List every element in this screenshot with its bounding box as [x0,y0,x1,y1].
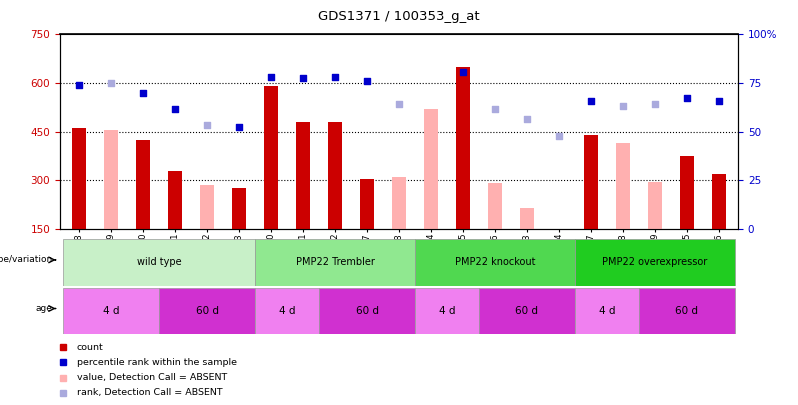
Bar [393,177,405,229]
Point [393,101,405,107]
Point [456,68,469,75]
Point [552,133,565,140]
Point [329,73,342,80]
Point [136,90,149,96]
Bar [520,208,534,229]
Text: PMP22 knockout: PMP22 knockout [455,257,535,267]
Text: genotype/variation: genotype/variation [0,256,53,264]
Bar [575,239,735,286]
Bar [105,130,118,229]
Bar [648,182,662,229]
Bar [232,188,246,229]
Bar [479,288,575,334]
Point [713,98,725,104]
Text: 60 d: 60 d [516,306,539,316]
Bar [616,143,630,229]
Bar [264,86,278,229]
Bar [319,288,415,334]
Bar [296,122,310,229]
Text: count: count [77,343,104,352]
Point [233,124,246,130]
Point [200,122,213,128]
Bar [488,183,502,229]
Point [297,75,310,81]
Bar [713,174,725,229]
Bar [328,122,342,229]
Text: rank, Detection Call = ABSENT: rank, Detection Call = ABSENT [77,388,223,397]
Point [361,78,373,85]
Text: 4 d: 4 d [279,306,295,316]
Point [488,106,501,112]
Point [681,94,693,101]
Bar [415,239,575,286]
Point [265,73,278,80]
Bar [255,288,319,334]
Text: wild type: wild type [136,257,181,267]
Text: 4 d: 4 d [598,306,615,316]
Point [73,81,85,88]
Bar [159,288,255,334]
Point [520,115,533,122]
Text: 60 d: 60 d [675,306,698,316]
Bar [584,135,598,229]
Bar [425,109,438,229]
Text: 60 d: 60 d [196,306,219,316]
Point [617,102,630,109]
Bar [255,239,415,286]
Point [105,80,117,86]
Bar [63,239,255,286]
Point [168,106,181,112]
Text: PMP22 overexpressor: PMP22 overexpressor [602,257,708,267]
Bar [575,288,639,334]
Bar [168,171,182,229]
Text: 4 d: 4 d [103,306,119,316]
Text: age: age [36,304,53,313]
Bar [63,288,159,334]
Text: value, Detection Call = ABSENT: value, Detection Call = ABSENT [77,373,227,382]
Bar [415,288,479,334]
Point [585,98,598,104]
Bar [73,128,85,229]
Bar [360,179,373,229]
Text: 60 d: 60 d [355,306,378,316]
Text: percentile rank within the sample: percentile rank within the sample [77,358,237,367]
Bar [456,67,470,229]
Text: PMP22 Trembler: PMP22 Trembler [295,257,374,267]
Point [649,101,662,107]
Bar [200,185,214,229]
Bar [639,288,735,334]
Text: 4 d: 4 d [439,306,455,316]
Bar [680,156,693,229]
Bar [136,140,150,229]
Text: GDS1371 / 100353_g_at: GDS1371 / 100353_g_at [318,10,480,23]
